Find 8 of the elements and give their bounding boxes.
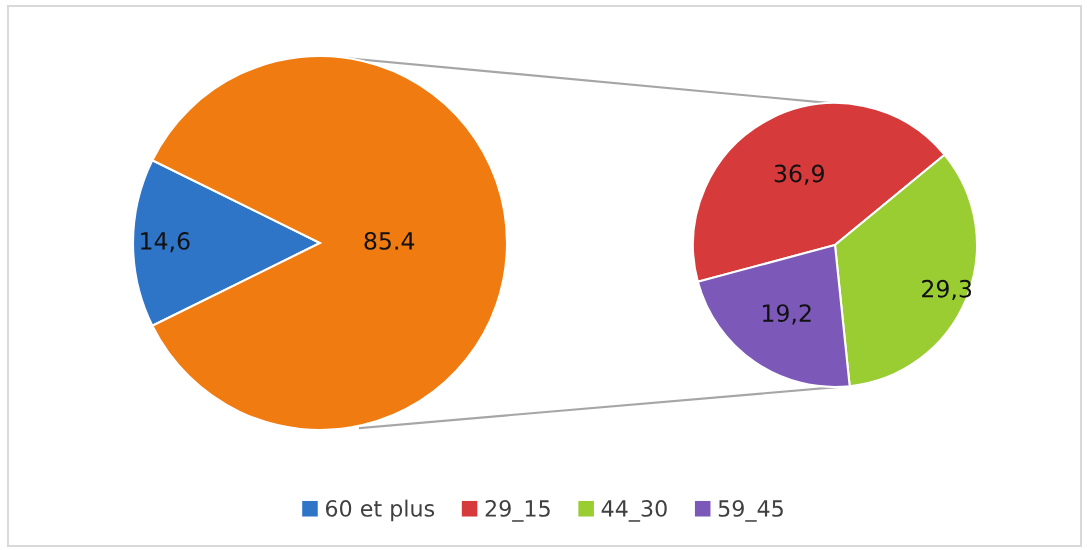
data-label: 19,2 <box>763 304 811 325</box>
legend-label: 44_30 <box>601 500 667 522</box>
legend-label: 60 et plus <box>325 499 435 522</box>
data-label: 36,9 <box>774 164 824 185</box>
data-label: 85.4 <box>364 231 415 250</box>
legend-label: 29_15 <box>485 500 550 522</box>
legend-label: 59_45 <box>718 500 783 522</box>
data-label: 14,6 <box>141 231 190 253</box>
